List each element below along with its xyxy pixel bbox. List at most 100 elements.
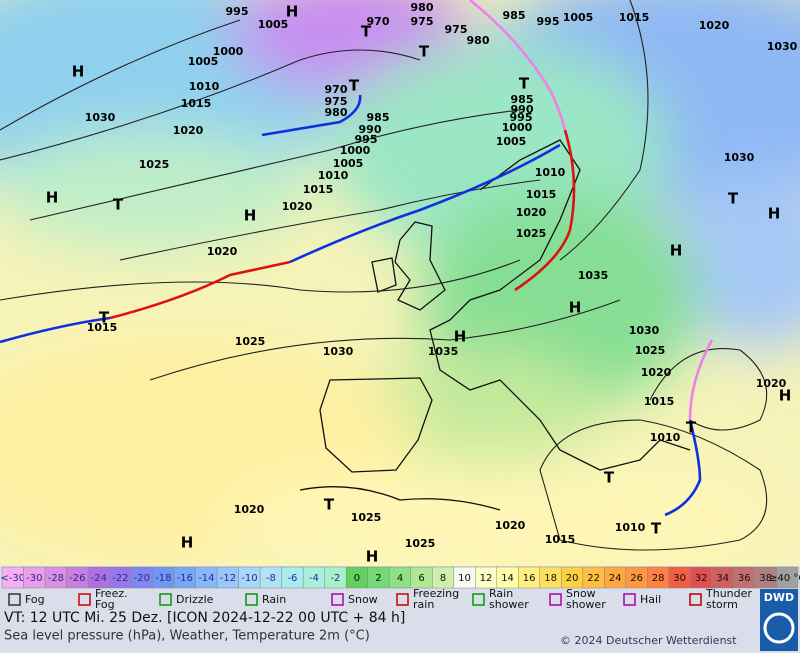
scale-label: -20 xyxy=(134,573,150,584)
legend-icon xyxy=(472,593,485,606)
isobar-label: 1000 xyxy=(502,121,533,134)
scale-label: 26 xyxy=(630,573,643,584)
legend-label: Rain xyxy=(262,593,286,606)
legend-icon xyxy=(78,593,91,606)
legend-label: Drizzle xyxy=(176,593,214,606)
pressure-center: H xyxy=(454,328,467,346)
legend-label: Fog xyxy=(25,593,45,606)
isobar-label: 1015 xyxy=(619,11,650,24)
legend-icon xyxy=(245,593,258,606)
pressure-center: T xyxy=(686,419,697,437)
isobar-label: 1025 xyxy=(516,227,547,240)
scale-label: 24 xyxy=(609,573,622,584)
pressure-center: H xyxy=(366,548,379,566)
scale-label: -16 xyxy=(177,573,193,584)
scale-label: 2 xyxy=(375,573,381,584)
legend-icon xyxy=(159,593,172,606)
scale-label: 6 xyxy=(418,573,424,584)
isobar-label: 1015 xyxy=(181,97,212,110)
isobar-label: 995 xyxy=(537,15,560,28)
isobar-label: 1005 xyxy=(258,18,289,31)
isobar-label: 995 xyxy=(226,5,249,18)
isobar-label: 1020 xyxy=(173,124,204,137)
isobar-label: 1015 xyxy=(545,533,576,546)
pressure-center: T xyxy=(419,43,430,61)
isobar-label: 1015 xyxy=(87,321,118,334)
scale-label: 4 xyxy=(397,573,403,584)
logo-text: DWD xyxy=(764,591,794,604)
isobar-label: 980 xyxy=(411,1,434,14)
legend-label: Snow xyxy=(566,587,596,600)
isobar-label: 975 xyxy=(411,15,434,28)
legend-icon xyxy=(8,593,21,606)
isobar-label: 985 xyxy=(511,93,534,106)
isobar-label: 1035 xyxy=(428,345,459,358)
legend-label: Freez. xyxy=(95,587,128,600)
legend-label: Thunder xyxy=(705,587,752,600)
scale-cell xyxy=(776,566,799,589)
isobar-label: 1015 xyxy=(303,183,334,196)
isobar-label: 1010 xyxy=(535,166,566,179)
isobar-label: 1000 xyxy=(340,144,371,157)
coastlines xyxy=(299,139,691,511)
isobar-label: 970 xyxy=(325,83,348,96)
scale-label: 28 xyxy=(652,573,665,584)
isobar-label: 980 xyxy=(467,34,490,47)
pressure-center: T xyxy=(361,23,372,41)
isobar-label: 1030 xyxy=(323,345,354,358)
legend-label: shower xyxy=(566,598,606,611)
isobar-label: 1025 xyxy=(235,335,266,348)
isobar-label: 1020 xyxy=(234,503,265,516)
isobar-label: 1025 xyxy=(405,537,436,550)
scale-label: <-30 xyxy=(0,573,25,584)
isobar-label: 995 xyxy=(510,111,533,124)
pressure-center: H xyxy=(768,205,781,223)
pressure-center: T xyxy=(604,469,615,487)
scale-label: 36 xyxy=(738,573,751,584)
isobar-label: 1025 xyxy=(635,344,666,357)
isobar-label: 990 xyxy=(511,103,534,116)
isobar-label: 1025 xyxy=(351,511,382,524)
legend-icon xyxy=(549,593,562,606)
isobar-label: 1030 xyxy=(85,111,116,124)
fronts xyxy=(0,0,714,517)
pressure-center: H xyxy=(779,387,792,405)
legend-label: rain xyxy=(413,598,434,611)
scale-label: 34 xyxy=(716,573,729,584)
legend-icon xyxy=(623,593,636,606)
scale-label: 10 xyxy=(458,573,471,584)
scale-label: -2 xyxy=(330,573,340,584)
isobar-label: 985 xyxy=(367,111,390,124)
scale-label: 18 xyxy=(544,573,557,584)
description: Sea level pressure (hPa), Weather, Tempe… xyxy=(4,629,370,644)
pressure-center: H xyxy=(46,189,59,207)
isobar-label: 1010 xyxy=(650,431,681,444)
legend-label: Freezing xyxy=(413,587,459,600)
scale-label: -28 xyxy=(48,573,64,584)
pressure-center: T xyxy=(728,190,739,208)
scale-label: 16 xyxy=(523,573,536,584)
isobar-label: 1020 xyxy=(641,366,672,379)
isobar-label: 1005 xyxy=(496,135,527,148)
isobar-label: 1020 xyxy=(516,206,547,219)
pressure-center: H xyxy=(181,534,194,552)
logo-icon xyxy=(763,612,795,644)
isobar-label: 1030 xyxy=(767,40,798,53)
isobar-label: 1025 xyxy=(139,158,170,171)
isobar-label: 985 xyxy=(503,9,526,22)
scale-label: 0 xyxy=(354,573,360,584)
legend-label: Rain xyxy=(489,587,513,600)
scale-label: 30 xyxy=(673,573,686,584)
pressure-center: H xyxy=(569,299,582,317)
pressure-center: T xyxy=(651,520,662,538)
scale-label: 20 xyxy=(566,573,579,584)
isobar-label: 1030 xyxy=(629,324,660,337)
isobar-label: 1005 xyxy=(333,157,364,170)
scale-label: -22 xyxy=(112,573,128,584)
scale-label: -30 xyxy=(26,573,42,584)
scale-label: -4 xyxy=(309,573,319,584)
pressure-center: T xyxy=(519,75,530,93)
isobar-label: 1020 xyxy=(282,200,313,213)
